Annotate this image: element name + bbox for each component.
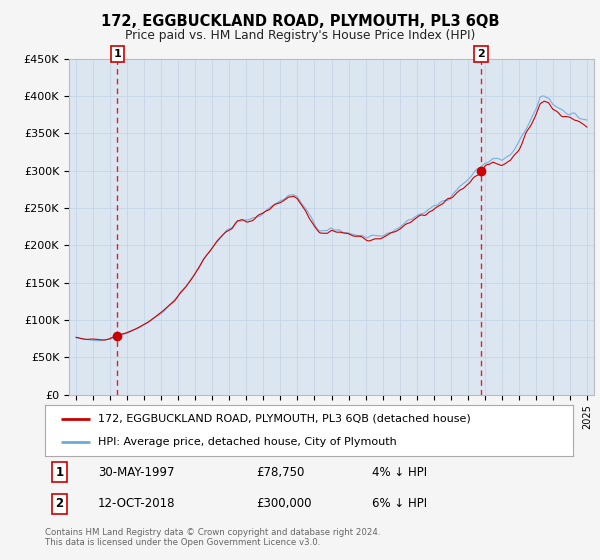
Text: 4% ↓ HPI: 4% ↓ HPI bbox=[373, 465, 427, 479]
Text: 30-MAY-1997: 30-MAY-1997 bbox=[98, 465, 175, 479]
Text: 2: 2 bbox=[56, 497, 64, 510]
Text: 12-OCT-2018: 12-OCT-2018 bbox=[98, 497, 175, 510]
Text: 1: 1 bbox=[56, 465, 64, 479]
Text: 1: 1 bbox=[113, 49, 121, 59]
Text: HPI: Average price, detached house, City of Plymouth: HPI: Average price, detached house, City… bbox=[98, 437, 397, 447]
Text: £78,750: £78,750 bbox=[256, 465, 305, 479]
Text: 6% ↓ HPI: 6% ↓ HPI bbox=[373, 497, 427, 510]
Text: £300,000: £300,000 bbox=[256, 497, 312, 510]
Text: Price paid vs. HM Land Registry's House Price Index (HPI): Price paid vs. HM Land Registry's House … bbox=[125, 29, 475, 42]
Text: 172, EGGBUCKLAND ROAD, PLYMOUTH, PL3 6QB (detached house): 172, EGGBUCKLAND ROAD, PLYMOUTH, PL3 6QB… bbox=[98, 414, 470, 424]
Text: Contains HM Land Registry data © Crown copyright and database right 2024.
This d: Contains HM Land Registry data © Crown c… bbox=[45, 528, 380, 547]
Text: 2: 2 bbox=[477, 49, 485, 59]
Text: 172, EGGBUCKLAND ROAD, PLYMOUTH, PL3 6QB: 172, EGGBUCKLAND ROAD, PLYMOUTH, PL3 6QB bbox=[101, 14, 499, 29]
